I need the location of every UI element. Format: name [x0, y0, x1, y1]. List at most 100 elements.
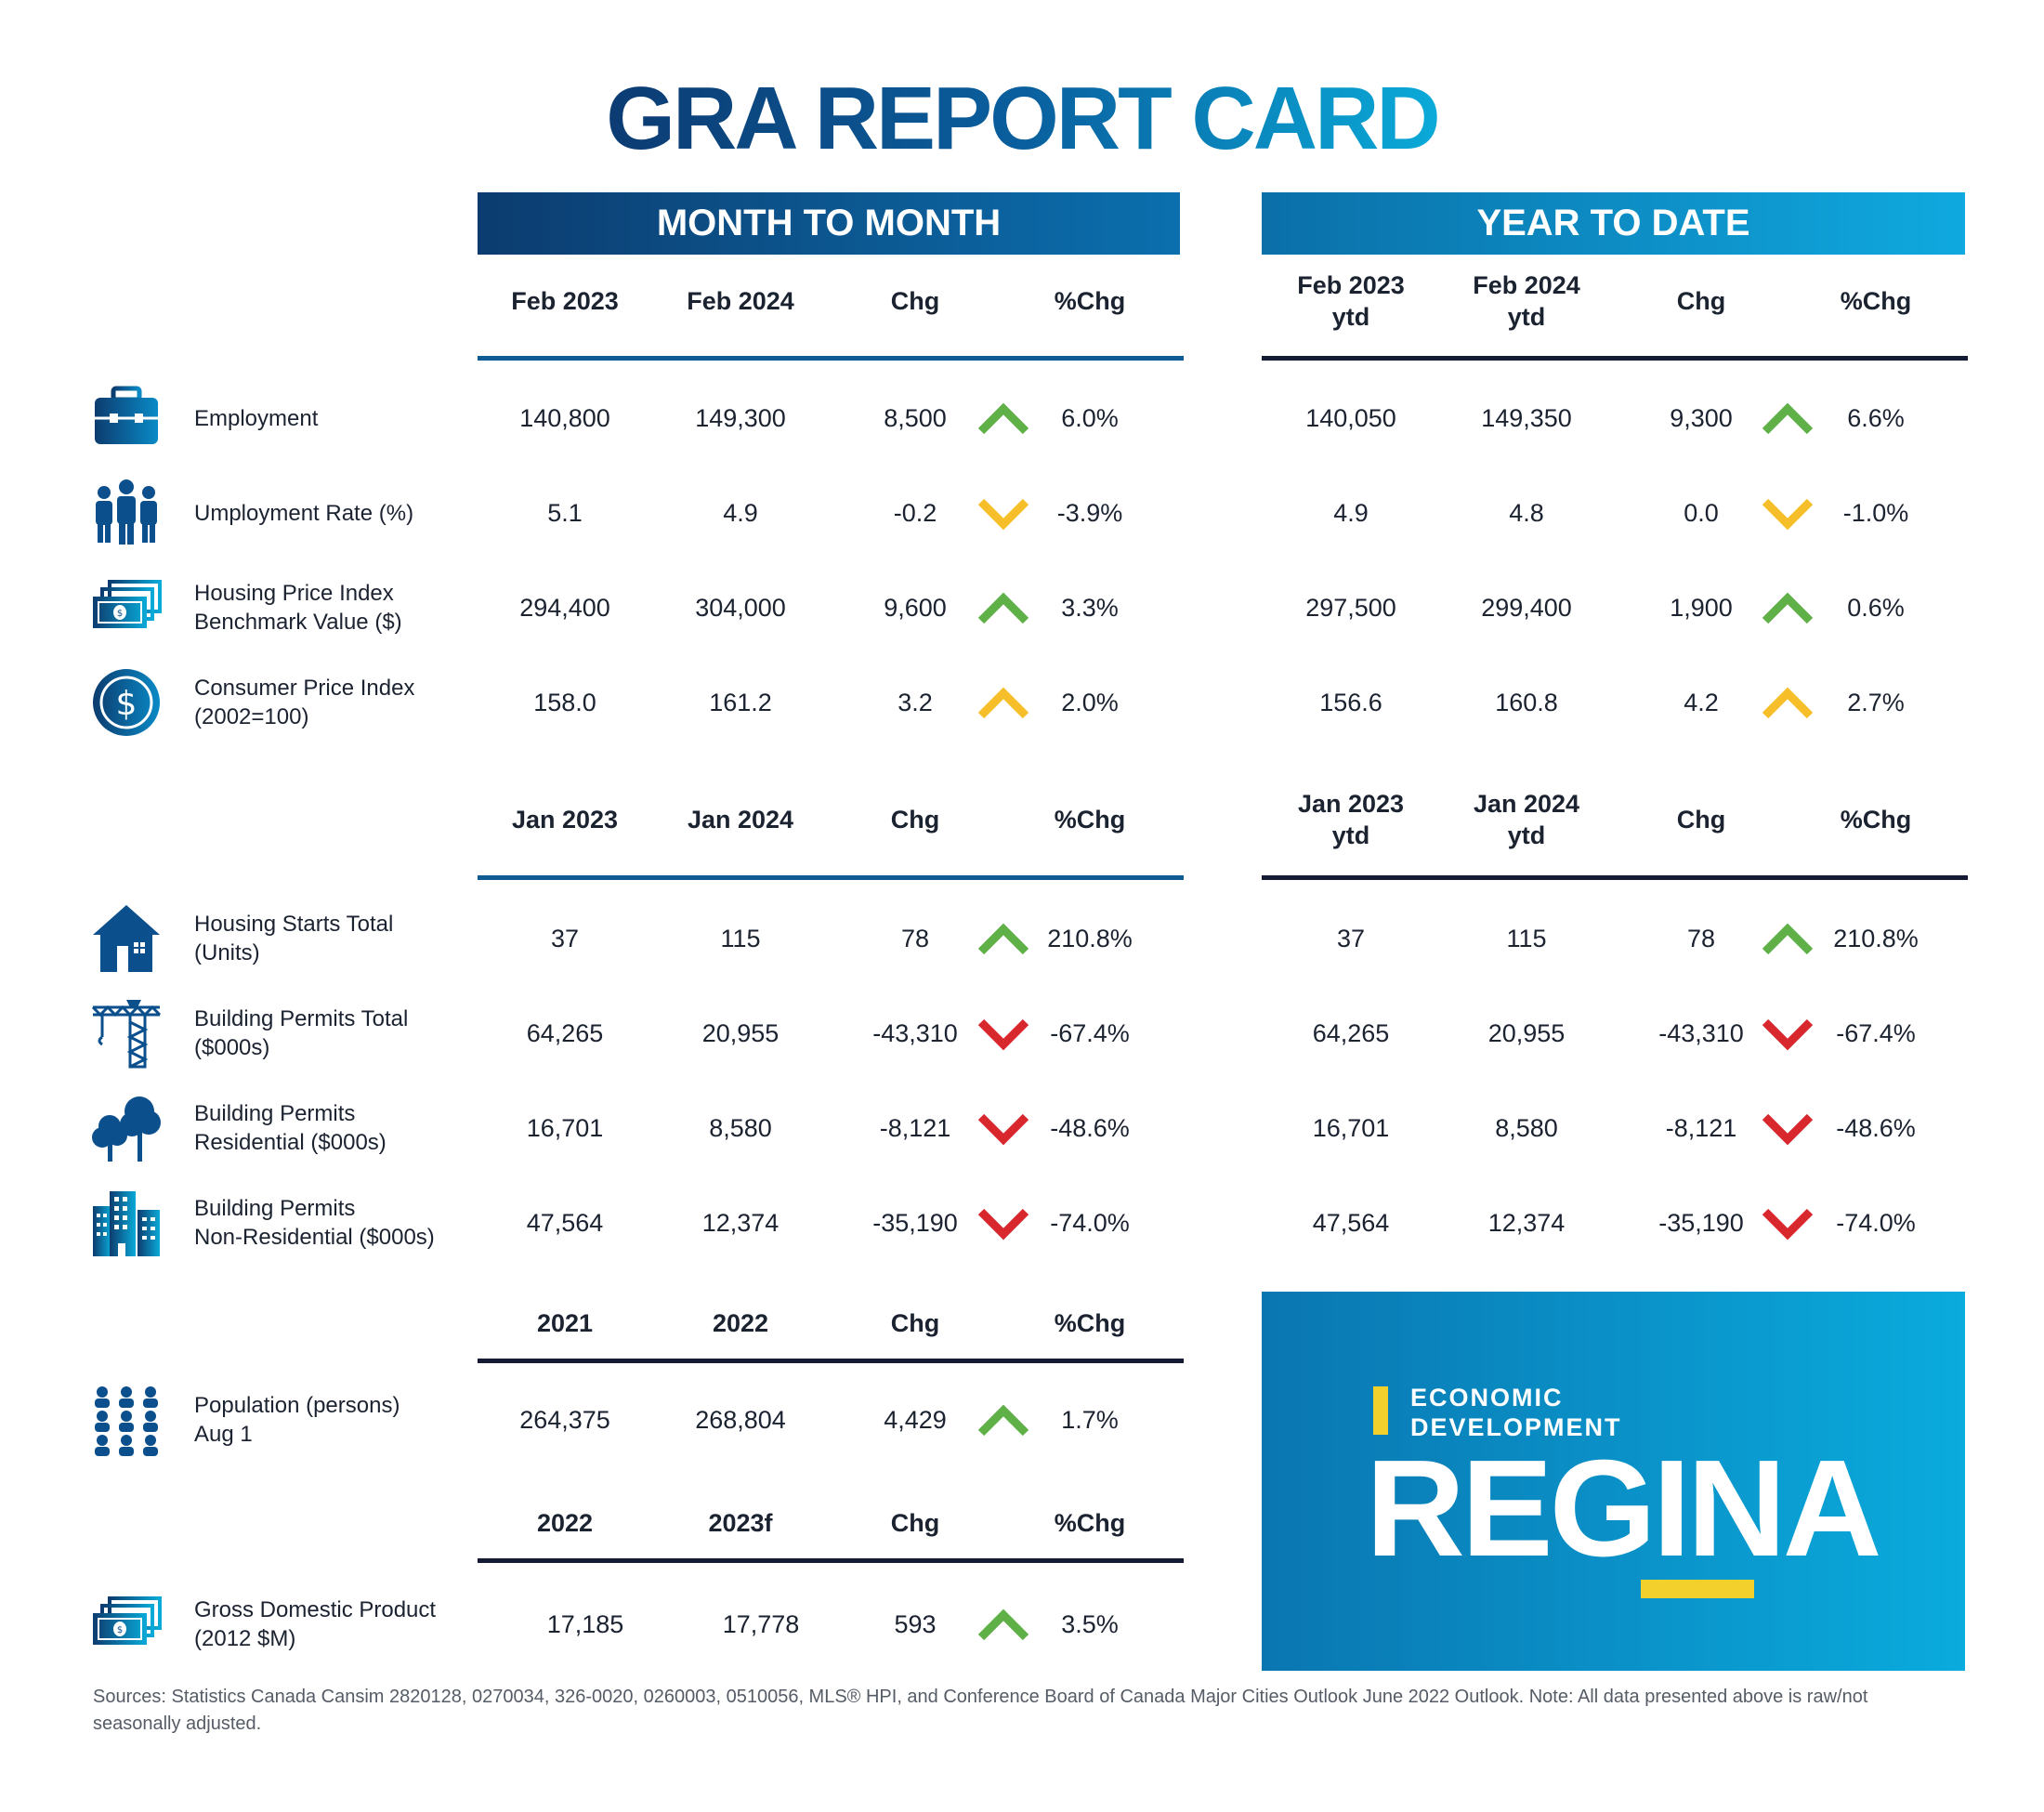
mtm-value: 3.2	[898, 689, 933, 716]
mtm-value: 17,185	[546, 1610, 624, 1638]
buildings-icon	[89, 1186, 164, 1260]
column-header: 2021	[536, 1309, 594, 1337]
mtm-value: -0.2	[893, 499, 937, 527]
trend-down-red-icon	[976, 1110, 1031, 1147]
logo-economic-development-text: ECONOMIC DEVELOPMENT	[1410, 1384, 1622, 1441]
crane-icon	[89, 996, 164, 1070]
column-header: Chg	[1676, 287, 1726, 315]
section-rule	[478, 1558, 1184, 1563]
mtm-value: -8,121	[879, 1114, 951, 1142]
mtm-value: -43,310	[872, 1019, 958, 1047]
column-header: Chg	[890, 1509, 940, 1537]
mtm-value: 5.1	[547, 499, 583, 527]
column-header: Jan 2024 ytd	[1473, 790, 1580, 849]
population-icon	[89, 1383, 164, 1457]
ytd-value: 2.7%	[1847, 689, 1905, 716]
section-rule	[1262, 356, 1968, 361]
row-label: Umployment Rate (%)	[194, 501, 414, 526]
ytd-value: 156.6	[1319, 689, 1382, 716]
svg-text:$: $	[117, 609, 123, 619]
column-header: Jan 2023 ytd	[1297, 790, 1405, 849]
ytd-value: 47,564	[1312, 1209, 1390, 1237]
column-header: Feb 2023 ytd	[1297, 271, 1405, 331]
trend-up-yellow-icon	[1760, 684, 1815, 721]
ytd-value: 0.6%	[1847, 594, 1905, 622]
logo-underline	[1641, 1580, 1754, 1598]
people-icon	[89, 476, 164, 550]
column-header: 2022	[712, 1309, 769, 1337]
ytd-value: 20,955	[1487, 1019, 1566, 1047]
column-header: Feb 2024	[687, 287, 794, 315]
mtm-value: 161.2	[709, 689, 772, 716]
ytd-value: 8,580	[1495, 1114, 1558, 1142]
section-rule	[478, 1359, 1184, 1363]
ytd-value: 78	[1686, 925, 1716, 952]
section-rule	[478, 875, 1184, 880]
mtm-value: 64,265	[526, 1019, 604, 1047]
row-label: Gross Domestic Product (2012 $M)	[194, 1597, 437, 1651]
svg-text:$: $	[116, 685, 138, 723]
trend-up-green-icon	[976, 1606, 1031, 1643]
column-header: Chg	[1676, 806, 1726, 834]
trend-up-green-icon	[1760, 920, 1815, 957]
mtm-value: 140,800	[519, 404, 610, 432]
mtm-value: 149,300	[695, 404, 786, 432]
ytd-value: 115	[1506, 925, 1547, 952]
mtm-value: 3.3%	[1061, 594, 1119, 622]
mtm-value: 4.9	[723, 499, 758, 527]
row-label: Building Permits Non-Residential ($000s)	[194, 1196, 435, 1250]
column-header: %Chg	[1054, 806, 1126, 834]
column-header: Chg	[890, 287, 940, 315]
ytd-value: 16,701	[1312, 1114, 1390, 1142]
ytd-value: 9,300	[1670, 404, 1733, 432]
column-header: Feb 2023	[511, 287, 619, 315]
trees-icon	[89, 1091, 164, 1165]
mtm-value: 20,955	[701, 1019, 780, 1047]
row-label: Housing Starts Total (Units)	[194, 912, 394, 965]
mtm-value: 4,429	[884, 1406, 947, 1434]
mtm-value: 268,804	[695, 1406, 786, 1434]
sources-note: Sources: Statistics Canada Cansim 282012…	[93, 1687, 1868, 1734]
row-label: Building Permits Residential ($000s)	[194, 1101, 387, 1155]
section-rule	[1262, 875, 1968, 880]
ytd-value: 160.8	[1495, 689, 1558, 716]
ytd-value: -67.4%	[1836, 1019, 1916, 1047]
trend-up-green-icon	[976, 400, 1031, 437]
ytd-value: 64,265	[1312, 1019, 1390, 1047]
mtm-value: -3.9%	[1056, 499, 1123, 527]
trend-down-yellow-icon	[1760, 494, 1815, 532]
mtm-value: -74.0%	[1050, 1209, 1130, 1237]
row-label: Building Permits Total ($000s)	[194, 1006, 409, 1060]
trend-up-green-icon	[1760, 400, 1815, 437]
mtm-value: 3.5%	[1061, 1610, 1119, 1638]
column-header: 2023f	[708, 1509, 773, 1537]
column-header: Jan 2024	[687, 806, 794, 834]
mtm-value: 78	[900, 925, 930, 952]
column-header: Feb 2024 ytd	[1473, 271, 1580, 331]
ytd-value: 1,900	[1670, 594, 1733, 622]
banknotes-icon: $	[89, 1587, 164, 1661]
ytd-value: -48.6%	[1836, 1114, 1916, 1142]
ytd-value: -8,121	[1665, 1114, 1737, 1142]
mtm-value: 264,375	[519, 1406, 610, 1434]
ytd-value: 140,050	[1305, 404, 1396, 432]
mtm-value: 304,000	[695, 594, 786, 622]
row-label: Housing Price Index Benchmark Value ($)	[194, 581, 402, 635]
trend-up-green-icon	[1760, 589, 1815, 626]
ytd-value: 4.8	[1509, 499, 1544, 527]
ytd-value: 12,374	[1487, 1209, 1566, 1237]
mtm-value: 294,400	[519, 594, 610, 622]
ytd-value: 4.9	[1333, 499, 1369, 527]
ytd-value: -1.0%	[1842, 499, 1909, 527]
column-header: Chg	[890, 806, 940, 834]
ytd-value: 149,350	[1481, 404, 1572, 432]
trend-down-red-icon	[1760, 1204, 1815, 1241]
ytd-value: -43,310	[1658, 1019, 1744, 1047]
mtm-value: 17,778	[722, 1610, 800, 1638]
trend-down-red-icon	[1760, 1015, 1815, 1052]
mtm-value: 593	[894, 1610, 937, 1638]
ytd-value: 0.0	[1684, 499, 1719, 527]
column-header: 2022	[536, 1509, 594, 1537]
page-title: GRA REPORT CARD	[606, 69, 1440, 168]
mtm-value: 158.0	[533, 689, 596, 716]
